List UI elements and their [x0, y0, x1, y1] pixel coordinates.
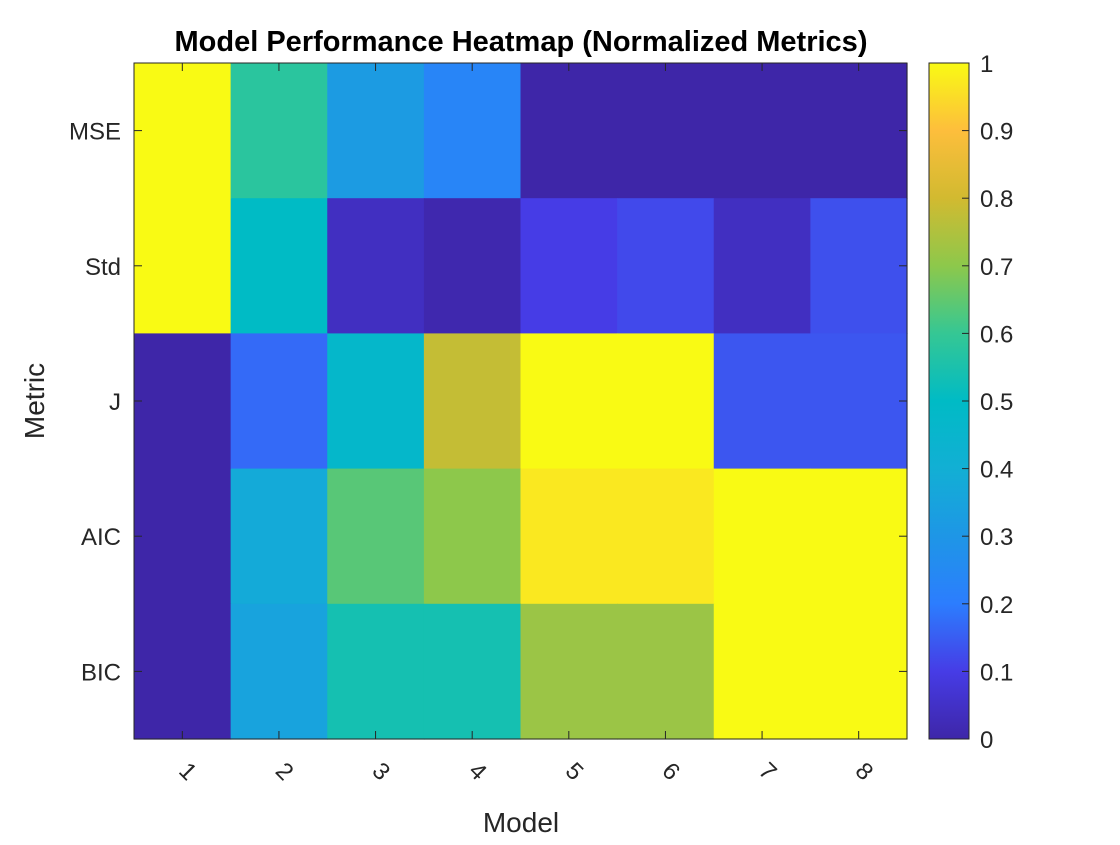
heatmap-cell [423, 603, 522, 740]
y-tick-label: AIC [81, 524, 121, 551]
heatmap-cell [713, 603, 811, 740]
colorbar-tick-label: 0.3 [980, 524, 1013, 551]
y-tick-label: J [109, 389, 121, 416]
heatmap-cell [617, 333, 715, 470]
heatmap-cell [617, 468, 715, 605]
heatmap-cell [617, 63, 715, 199]
colorbar-tick-label: 0.1 [980, 659, 1013, 686]
heatmap-cell [810, 63, 908, 199]
heatmap-cell [423, 198, 522, 334]
heatmap-cell [810, 603, 908, 740]
heatmap-cell [713, 63, 811, 199]
x-tick-label: 1 [173, 757, 202, 786]
x-tick-label: 4 [463, 757, 492, 786]
colorbar-tick-label: 0.2 [980, 592, 1013, 619]
heatmap-cell [230, 603, 328, 740]
colorbar-tick-label: 0.7 [980, 254, 1013, 281]
colorbar-tick-label: 0.9 [980, 119, 1013, 146]
heatmap-cell [230, 333, 328, 470]
heatmap-cells [134, 63, 908, 740]
heatmap-cell [327, 63, 425, 199]
heatmap-cell [713, 468, 811, 605]
heatmap-cell [713, 333, 811, 470]
heatmap-cell [617, 603, 715, 740]
colorbar-tick-label: 0.8 [980, 186, 1013, 213]
heatmap-cell [230, 63, 328, 199]
heatmap-cell [230, 468, 328, 605]
heatmap-cell [423, 333, 522, 470]
heatmap-cell [810, 198, 908, 334]
heatmap-cell [134, 603, 232, 740]
colorbar-tick-label: 0.4 [980, 457, 1013, 484]
heatmap-cell [134, 468, 232, 605]
colorbar-tick-label: 0.6 [980, 321, 1013, 348]
heatmap-cell [810, 333, 908, 470]
y-axis-label: Metric [19, 363, 50, 439]
heatmap-cell [520, 603, 618, 740]
y-tick-label: BIC [81, 659, 121, 686]
heatmap-cell [423, 468, 522, 605]
colorbar-tick-label: 0 [980, 727, 993, 754]
colorbar-tick-label: 1 [980, 51, 993, 78]
heatmap-cell [327, 468, 425, 605]
colorbar-tick-label: 0.5 [980, 389, 1013, 416]
heatmap-cell [230, 198, 328, 334]
heatmap-cell [327, 198, 425, 334]
heatmap-cell [520, 333, 618, 470]
heatmap-cell [713, 198, 811, 334]
x-axis-label: Model [483, 807, 559, 838]
heatmap-cell [423, 63, 522, 199]
colorbar: 0 0.1 0.2 0.3 0.4 0.5 0.6 0.7 0.8 0.9 1 [928, 51, 1013, 754]
heatmap-cell [327, 603, 425, 740]
x-tick-label: 7 [753, 757, 782, 786]
chart-title: Model Performance Heatmap (Normalized Me… [175, 26, 868, 58]
heatmap-cell [810, 468, 908, 605]
heatmap-cell [327, 333, 425, 470]
x-tick-label: 8 [850, 757, 879, 786]
colorbar-scale [928, 62, 970, 740]
heatmap-cell [617, 198, 715, 334]
x-tick-label: 2 [270, 757, 299, 786]
heatmap-cell [520, 198, 618, 334]
heatmap-cell [520, 468, 618, 605]
x-tick-label: 6 [656, 757, 685, 786]
heatmap-cell [520, 63, 618, 199]
heatmap-cell [134, 333, 232, 470]
x-tick-label: 5 [560, 757, 589, 786]
heatmap-cell [134, 63, 232, 199]
y-axis-ticks: MSE Std J AIC BIC [69, 119, 907, 686]
x-tick-label: 3 [367, 757, 396, 786]
heatmap-cell [134, 198, 232, 334]
y-tick-label: Std [85, 254, 121, 281]
y-tick-label: MSE [69, 119, 121, 146]
